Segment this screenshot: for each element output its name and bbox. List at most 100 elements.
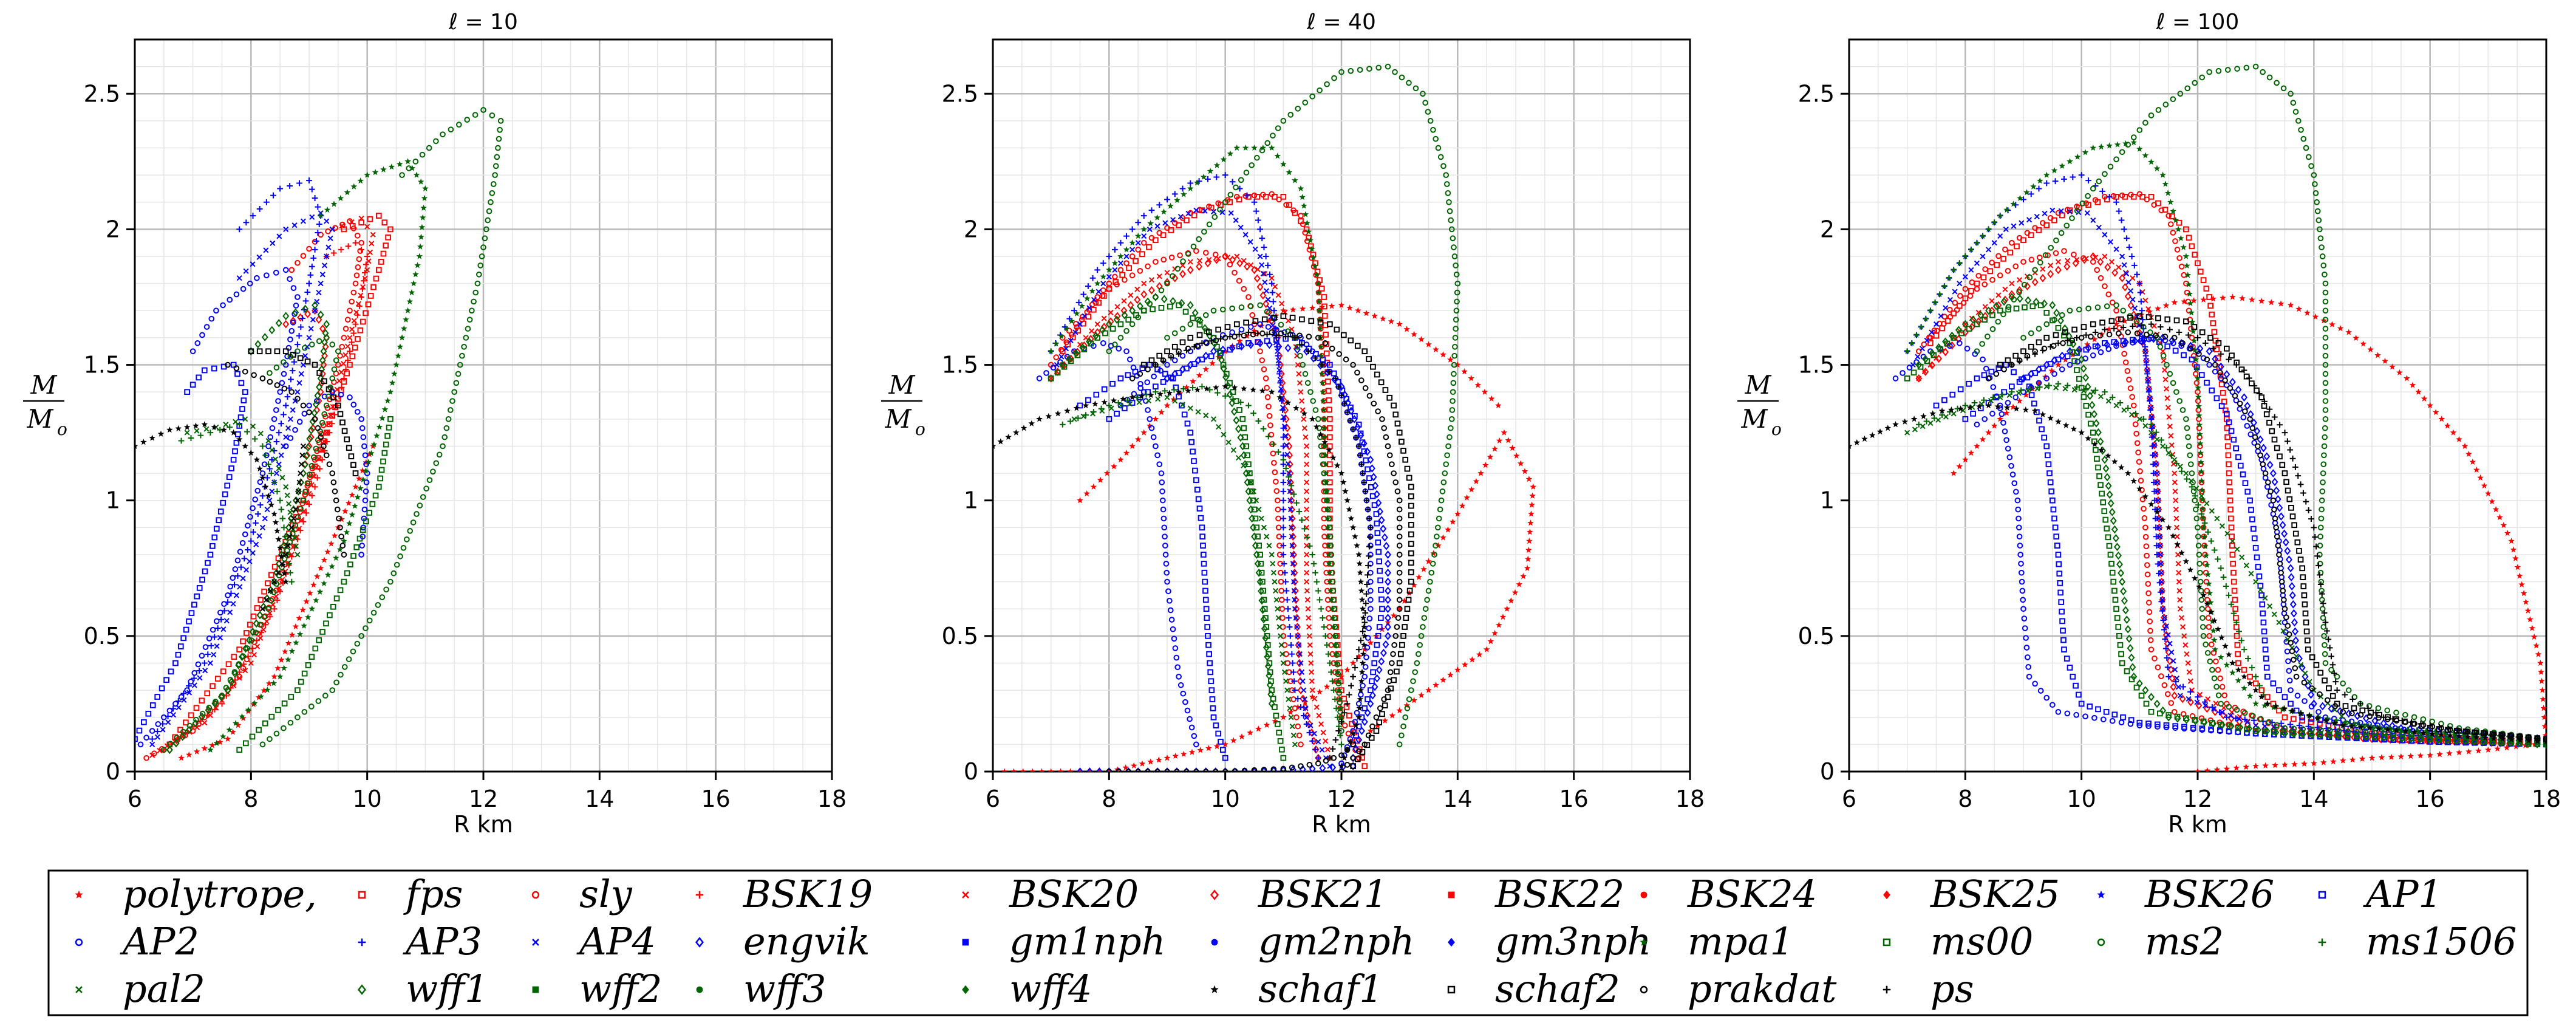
data-point xyxy=(1453,326,1459,332)
data-point xyxy=(2169,336,2176,345)
data-point xyxy=(2177,597,2183,603)
data-point xyxy=(339,343,346,350)
data-point xyxy=(2138,298,2144,305)
data-point xyxy=(339,543,346,549)
data-point xyxy=(1137,385,1144,391)
data-point xyxy=(1372,481,1379,490)
data-point xyxy=(2224,434,2230,440)
data-point xyxy=(2523,598,2529,605)
data-point xyxy=(1332,375,1339,382)
data-point xyxy=(2197,691,2203,697)
data-point xyxy=(1360,470,1366,476)
data-point xyxy=(2500,522,2507,529)
data-point xyxy=(242,442,249,449)
data-point xyxy=(2186,669,2192,675)
data-point xyxy=(1319,379,1326,386)
data-point xyxy=(1337,696,1343,702)
data-point xyxy=(1162,371,1168,377)
data-point xyxy=(2169,649,2175,656)
data-point xyxy=(304,480,311,487)
data-point xyxy=(2043,694,2050,701)
data-point xyxy=(1164,402,1171,408)
data-point xyxy=(306,402,312,409)
data-point xyxy=(1380,315,1386,322)
data-point xyxy=(1396,707,1403,714)
data-point xyxy=(2039,426,2045,433)
data-point xyxy=(1259,291,1267,300)
data-point xyxy=(336,515,342,522)
data-point xyxy=(1171,635,1177,642)
data-point xyxy=(285,501,292,507)
data-point xyxy=(2059,608,2065,615)
data-point xyxy=(1448,416,1455,422)
data-point xyxy=(2061,248,2067,254)
data-point xyxy=(268,470,274,476)
data-point xyxy=(1286,474,1292,481)
data-point xyxy=(310,255,317,261)
data-point xyxy=(1280,456,1287,463)
x-tick-label: 12 xyxy=(1327,786,1356,812)
data-point xyxy=(203,324,210,330)
data-point xyxy=(329,375,336,382)
data-point xyxy=(1155,396,1161,402)
data-point xyxy=(1352,744,1360,753)
data-point xyxy=(271,606,278,612)
data-point xyxy=(1321,470,1327,476)
data-point xyxy=(1028,420,1035,426)
data-point xyxy=(2153,524,2159,531)
data-point xyxy=(319,324,326,333)
data-point xyxy=(1086,767,1093,772)
data-point xyxy=(232,448,238,454)
data-point xyxy=(2374,352,2381,358)
data-point xyxy=(300,497,307,504)
data-point xyxy=(1376,719,1383,725)
data-point xyxy=(2105,326,2113,332)
data-point xyxy=(2037,688,2044,694)
data-point xyxy=(2134,271,2140,278)
data-point xyxy=(1390,651,1396,657)
data-point xyxy=(2215,355,2221,361)
data-point xyxy=(1433,682,1439,688)
data-point xyxy=(1123,348,1130,355)
data-point xyxy=(1256,507,1262,513)
data-point xyxy=(2047,270,2054,278)
data-point xyxy=(1366,615,1373,622)
data-point xyxy=(2165,673,2172,680)
data-point xyxy=(2009,383,2015,390)
data-point xyxy=(1936,290,1943,297)
data-point xyxy=(1366,543,1372,550)
data-point xyxy=(1451,244,1457,251)
data-point xyxy=(1222,335,1228,341)
data-point xyxy=(1338,392,1344,399)
data-point xyxy=(239,539,246,546)
data-point xyxy=(319,420,325,426)
data-point xyxy=(2229,533,2235,540)
data-point xyxy=(1445,526,1451,533)
data-point xyxy=(1160,378,1167,385)
data-point xyxy=(1300,694,1307,703)
data-point xyxy=(2103,708,2110,715)
data-point xyxy=(1048,374,1055,383)
data-point xyxy=(1135,769,1142,772)
data-point xyxy=(1236,278,1242,284)
data-point xyxy=(1210,714,1217,721)
data-point xyxy=(359,425,366,431)
data-point xyxy=(1361,717,1368,727)
data-point xyxy=(2168,433,2174,439)
data-point xyxy=(2120,714,2126,721)
data-point xyxy=(1341,710,1348,716)
data-point xyxy=(1981,281,1988,288)
data-point xyxy=(2023,645,2030,651)
data-point xyxy=(2223,382,2230,388)
data-point xyxy=(1962,416,1969,422)
data-point xyxy=(2145,590,2152,597)
data-point xyxy=(2174,247,2181,253)
data-point xyxy=(1442,470,1448,476)
data-point xyxy=(1425,341,1432,348)
data-point xyxy=(1266,340,1273,349)
data-point xyxy=(2057,589,2064,596)
data-point xyxy=(271,579,278,585)
data-point xyxy=(314,391,321,400)
data-point xyxy=(1005,434,1012,440)
